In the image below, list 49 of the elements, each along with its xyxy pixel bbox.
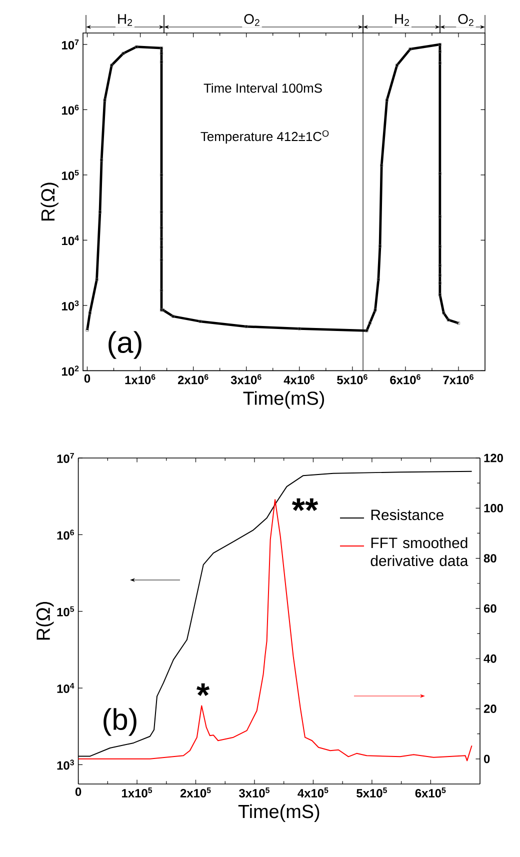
x-tick-label: 4x10$^{6}$ <box>284 374 314 384</box>
y-axis-title: R(Ω) <box>40 182 58 221</box>
x-tick-label: 3x10$^{6}$ <box>230 374 262 384</box>
annotation: ** <box>292 498 318 511</box>
annotation: * <box>196 683 210 696</box>
y2-tick-label: 80 <box>484 554 496 563</box>
text: O$_{2}$ <box>458 14 474 26</box>
y-tick-label: 10$^{3}$ <box>57 760 74 770</box>
y-tick-label: 10$^{5}$ <box>57 606 74 616</box>
y2-tick-label: 100 <box>484 504 503 512</box>
y-axis-title: R(Ω) <box>36 602 54 640</box>
x-tick-label: 1x10$^{6}$ <box>125 374 156 384</box>
x-tick-label: 2x10$^{5}$ <box>180 788 211 798</box>
annotation: Time Interval 100mS <box>204 83 322 93</box>
y-tick-label: 10$^{3}$ <box>62 300 79 310</box>
y-tick-label: 10$^{6}$ <box>62 104 79 115</box>
x-tick-label: 0 <box>75 788 82 796</box>
y2-tick-label: 40 <box>484 654 496 663</box>
y-tick-label: 10$^{6}$ <box>57 530 74 540</box>
y-tick-label: 10$^{5}$ <box>62 170 79 180</box>
x-tick-label: 5x10$^{5}$ <box>356 788 387 798</box>
x-axis-title: Time(mS) <box>243 391 324 409</box>
annotation: (b) <box>104 708 136 736</box>
legend-label: Resistance <box>371 509 444 520</box>
x-tick-label: 7x10$^{6}$ <box>443 374 474 384</box>
text: H$_{2}$ <box>118 14 132 26</box>
x-tick-label: 4x10$^{5}$ <box>298 788 328 798</box>
y-tick-label: 10$^{7}$ <box>57 453 74 463</box>
y-tick-label: 10$^{7}$ <box>62 40 79 50</box>
y2-tick-label: 0 <box>484 754 490 764</box>
y-tick-label: 10$^{4}$ <box>57 683 74 693</box>
y-tick-label: 10$^{2}$ <box>62 366 79 376</box>
x-tick-label: 3x10$^{5}$ <box>239 788 270 798</box>
legend-label: FFT smoothed derivative data <box>370 537 468 566</box>
y-tick-label: 10$^{4}$ <box>62 235 79 246</box>
y2-tick-label: 120 <box>484 454 503 462</box>
text: H$_{2}$ <box>395 14 410 26</box>
annotation: (a) <box>108 331 142 359</box>
x-axis-title: Time(mS) <box>238 804 320 822</box>
x-tick-label: 0 <box>84 374 90 383</box>
x-tick-label: 1x10$^{5}$ <box>122 788 152 798</box>
y2-tick-label: 60 <box>484 604 496 613</box>
x-tick-label: 2x10$^{6}$ <box>178 374 208 384</box>
x-tick-label: 6x10$^{6}$ <box>390 374 420 384</box>
x-tick-label: 6x10$^{5}$ <box>415 788 446 798</box>
text: O$_{2}$ <box>244 14 260 26</box>
annotation: Temperature 412±1C$^{O}$ <box>200 130 329 144</box>
x-tick-label: 5x10$^{6}$ <box>337 374 368 384</box>
y2-tick-label: 20 <box>484 704 496 713</box>
